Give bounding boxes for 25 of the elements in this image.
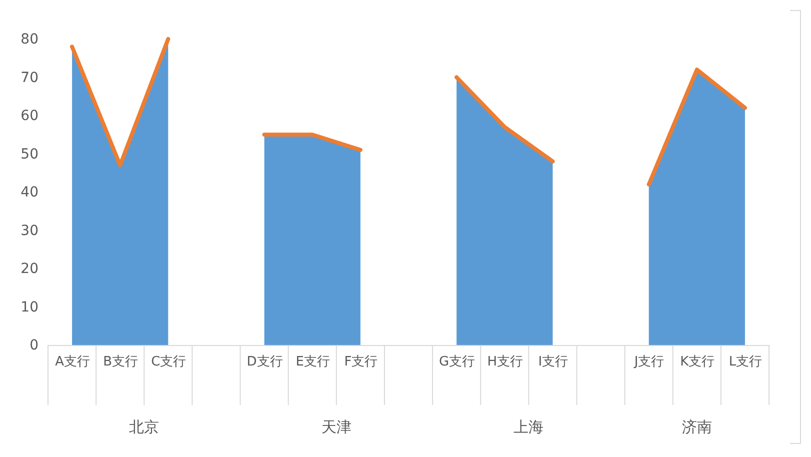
x-tick-label: J支行 bbox=[633, 354, 664, 370]
x-tick-label: H支行 bbox=[487, 354, 524, 370]
y-tick-label: 40 bbox=[20, 184, 38, 200]
x-tick-label: B支行 bbox=[103, 354, 138, 370]
text: 上海 bbox=[514, 418, 544, 436]
y-tick-label: 50 bbox=[20, 146, 38, 162]
x-tick-label: G支行 bbox=[439, 354, 476, 370]
text: 北京 bbox=[129, 418, 160, 436]
x-tick-label: K支行 bbox=[680, 354, 715, 370]
y-tick-label: 0 bbox=[30, 338, 38, 354]
y-tick-label: 10 bbox=[20, 299, 38, 316]
y-tick-label: 70 bbox=[20, 70, 38, 86]
x-tick-label: E支行 bbox=[296, 354, 330, 370]
x-tick-label: F支行 bbox=[344, 354, 378, 370]
text: 天津 bbox=[321, 418, 352, 436]
y-tick-label: 60 bbox=[20, 108, 38, 124]
x-tick-label: L支行 bbox=[728, 354, 762, 370]
y-tick-label: 20 bbox=[20, 261, 38, 277]
text: 济南 bbox=[682, 418, 712, 436]
x-tick-label: A支行 bbox=[55, 354, 90, 370]
x-tick-label: I支行 bbox=[538, 354, 568, 370]
x-tick-label: D支行 bbox=[246, 354, 283, 370]
y-tick-label: 30 bbox=[20, 222, 38, 239]
x-tick-label: C支行 bbox=[151, 354, 186, 370]
y-tick-label: 80 bbox=[20, 32, 38, 48]
